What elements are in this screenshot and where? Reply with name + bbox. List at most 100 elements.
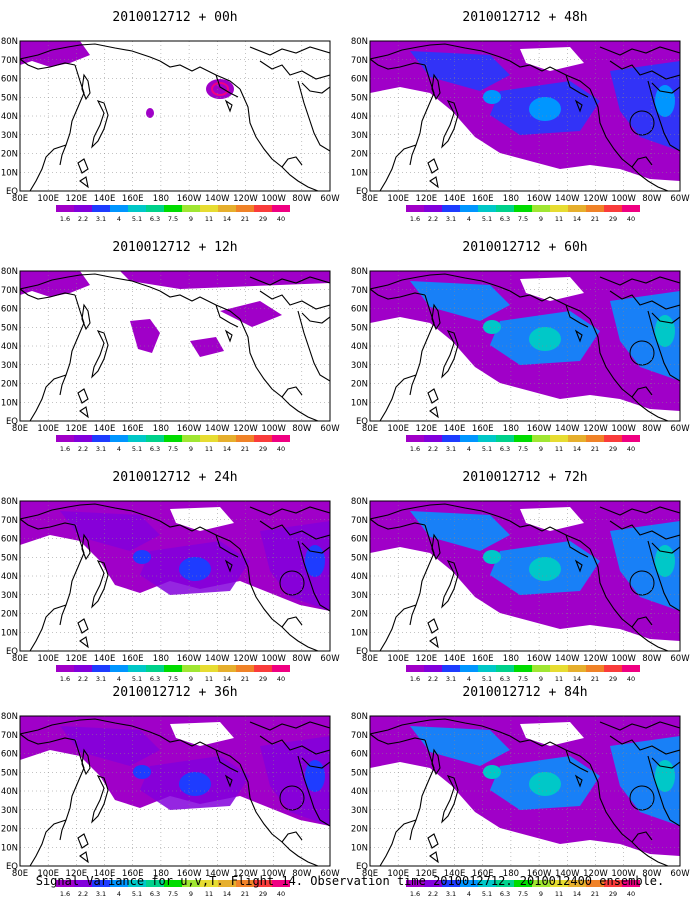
lon-tick-label: 80W (642, 194, 662, 204)
colorbar-label: 14 (223, 890, 231, 898)
colorbar-label: 29 (609, 890, 617, 898)
lat-tick-label: 20N (351, 150, 368, 160)
lon-tick-label: 60W (320, 424, 340, 434)
colorbar-label: 29 (259, 675, 267, 683)
lon-tick-label: 100E (387, 869, 409, 879)
map-field (370, 716, 680, 866)
colorbar-label: 2.2 (78, 890, 88, 898)
colorbar-label: 40 (277, 445, 285, 453)
lon-tick-label: 140E (444, 654, 466, 664)
colorbar-swatch (128, 205, 146, 212)
map-field (370, 501, 680, 651)
lat-tick-label: 50N (351, 553, 368, 563)
lon-tick-label: 120E (66, 654, 88, 664)
map-gridlines (20, 501, 330, 651)
lon-tick-label: 80W (292, 654, 312, 664)
map-panel-84h: 2010012712 + 84h 80E 100E 120E 140E 160E 180 16… (351, 685, 690, 898)
lat-tick-label: 50N (351, 768, 368, 778)
lat-tick-label: EQ (356, 862, 368, 872)
colorbar-swatch (442, 205, 460, 212)
low-variance-gap (370, 327, 422, 421)
lon-tick-label: 180 (153, 654, 169, 664)
panel-title: 2010012712 + 12h (112, 240, 237, 255)
panel-title: 2010012712 + 00h (112, 10, 237, 25)
colorbar-swatch (218, 880, 236, 887)
coastlines (20, 718, 330, 866)
colorbar-swatch (200, 435, 218, 442)
lat-tick-label: 80N (1, 497, 18, 507)
variance-area (220, 301, 282, 327)
lon-tick-label: 120W (233, 194, 258, 204)
colorbar-swatch (406, 435, 424, 442)
colorbar-swatch (146, 880, 164, 887)
colorbar-label: 1.6 (410, 445, 420, 453)
map-frame (369, 270, 681, 422)
colorbar-label: 5.1 (132, 890, 142, 898)
variance-area (410, 51, 510, 91)
lon-tick-label: 100W (611, 654, 636, 664)
lat-tick-label: 60N (351, 750, 368, 760)
variance-core (133, 765, 151, 779)
colorbar-swatch (56, 880, 74, 887)
map-field (20, 716, 330, 866)
colorbar-label: 2.2 (78, 445, 88, 453)
colorbar-swatch (568, 880, 586, 887)
lon-tick-label: 180 (503, 194, 519, 204)
map-plot: 80E 100E 120E 140E 160E 180 160W 140W 120W 100W 80… (1, 37, 340, 204)
colorbar-label: 1.6 (60, 890, 70, 898)
colorbar-label: 2.2 (428, 445, 438, 453)
colorbar-label: 5.1 (482, 445, 492, 453)
colorbar-label: 3.1 (96, 445, 106, 453)
lon-tick-label: 140W (555, 424, 580, 434)
lat-tick-label: EQ (356, 647, 368, 657)
lon-tick-label: 140E (444, 869, 466, 879)
map-frame (369, 40, 681, 192)
map-plot: 80E 100E 120E 140E 160E 180 160W 140W 120W 100W 80… (1, 267, 340, 434)
colorbar-label: 5.1 (132, 215, 142, 223)
colorbar-swatch (568, 435, 586, 442)
colorbar: 1.6 2.2 3.1 4 5.1 6.3 7.5 9 11 14 21 29 40 (56, 880, 290, 898)
colorbar-swatch (272, 205, 290, 212)
map-gridlines (370, 271, 680, 421)
map-panel-48h: 2010012712 + 48h 80E 100E 120E 140E 160E 180 16… (351, 10, 690, 223)
lon-tick-label: 140E (94, 654, 116, 664)
lon-tick-label: 160W (527, 869, 552, 879)
colorbar-label: 4 (467, 675, 471, 683)
lat-tick-label: 70N (1, 286, 18, 296)
lon-tick-label: 100W (611, 194, 636, 204)
colorbar-swatch (460, 435, 478, 442)
lon-tick-label: 120W (583, 654, 608, 664)
colorbar-label: 29 (609, 445, 617, 453)
variance-area (60, 511, 160, 551)
map-frame (369, 500, 681, 652)
panel-title: 2010012712 + 24h (112, 470, 237, 485)
lon-tick-label: 120W (583, 424, 608, 434)
colorbar-swatch (514, 205, 532, 212)
colorbar-swatch (406, 205, 424, 212)
colorbar-swatch (478, 435, 496, 442)
coastlines (20, 503, 330, 651)
colorbar-swatch (182, 665, 200, 672)
lat-tick-label: 30N (351, 131, 368, 141)
lon-tick-label: 120E (416, 424, 438, 434)
coastlines (20, 43, 330, 191)
colorbar-label: 4 (467, 445, 471, 453)
colorbar-swatch (272, 435, 290, 442)
colorbar-label: 1.6 (410, 215, 420, 223)
coastlines (370, 273, 680, 421)
lon-tick-label: 80W (292, 194, 312, 204)
lat-tick-label: 50N (1, 553, 18, 563)
colorbar-label: 14 (223, 445, 231, 453)
map-panel-24h: 2010012712 + 24h 80E 100E 120E 140E 160E 180 16… (1, 470, 340, 683)
lon-tick-label: 140W (555, 194, 580, 204)
lon-tick-label: 80E (12, 424, 28, 434)
variance-core (483, 765, 501, 779)
map-frame (19, 500, 331, 652)
low-variance-gap (520, 507, 584, 531)
coastlines (20, 273, 330, 421)
colorbar-swatch (92, 880, 110, 887)
map-field (20, 41, 330, 191)
lon-tick-label: 120W (233, 869, 258, 879)
colorbar-swatch (568, 205, 586, 212)
lat-tick-label: 70N (1, 731, 18, 741)
